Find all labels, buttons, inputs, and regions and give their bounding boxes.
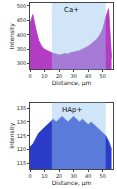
svg-text:0: 0 <box>28 73 31 79</box>
svg-text:125: 125 <box>17 133 27 139</box>
svg-text:50: 50 <box>100 173 106 179</box>
svg-text:10: 10 <box>41 173 47 179</box>
svg-text:115: 115 <box>17 160 27 166</box>
svg-text:350: 350 <box>17 46 27 52</box>
svg-text:Distance, µm: Distance, µm <box>52 79 92 87</box>
svg-text:30: 30 <box>70 73 76 79</box>
svg-text:10: 10 <box>41 73 47 79</box>
svg-text:Distance, µm: Distance, µm <box>52 179 92 187</box>
svg-text:450: 450 <box>17 17 27 23</box>
svg-text:130: 130 <box>17 119 27 125</box>
svg-text:20: 20 <box>56 73 62 79</box>
svg-text:0: 0 <box>28 173 31 179</box>
svg-text:40: 40 <box>85 73 91 79</box>
svg-text:500: 500 <box>17 3 27 9</box>
svg-text:Ca+: Ca+ <box>64 6 79 14</box>
svg-text:30: 30 <box>70 173 76 179</box>
svg-text:300: 300 <box>17 60 27 66</box>
svg-text:Intensity: Intensity <box>8 23 16 50</box>
svg-text:135: 135 <box>17 105 27 111</box>
svg-text:40: 40 <box>85 173 91 179</box>
svg-text:400: 400 <box>17 32 27 38</box>
svg-text:Intensity: Intensity <box>8 122 16 149</box>
svg-text:20: 20 <box>56 173 62 179</box>
svg-text:50: 50 <box>100 73 106 79</box>
svg-text:120: 120 <box>17 146 27 152</box>
svg-text:HAp+: HAp+ <box>62 106 82 114</box>
